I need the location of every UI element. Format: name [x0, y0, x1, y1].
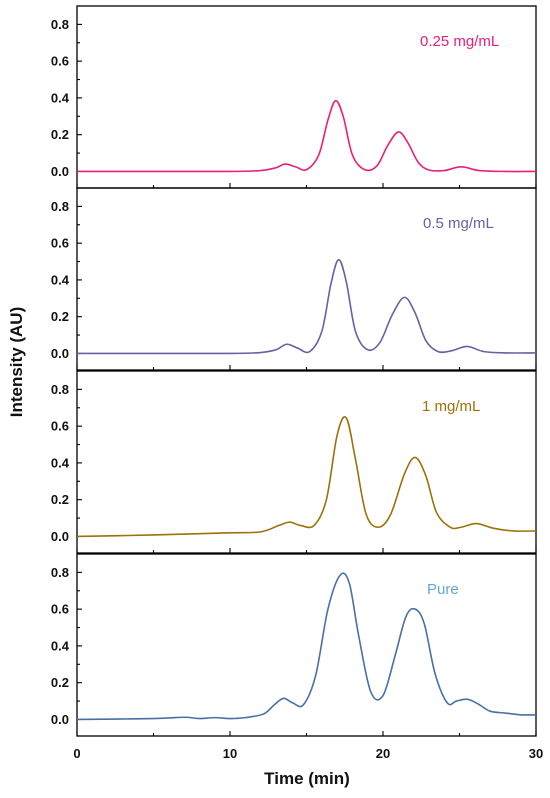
y-axis-title: Intensity (AU) [7, 307, 26, 418]
y-tick-label: 0.2 [51, 675, 69, 690]
series-label: 1 mg/mL [422, 398, 480, 415]
y-tick-label: 0.0 [51, 164, 69, 179]
x-tick-label: 30 [529, 746, 543, 761]
panel-1: 0.0 0.2 0.4 0.6 0.8 0.25 mg/mL [51, 5, 537, 189]
panel-frame [76, 553, 537, 737]
y-tick-label: 0.6 [51, 236, 69, 251]
series-label: 0.25 mg/mL [420, 33, 499, 50]
y-tick-label: 0.8 [51, 199, 69, 214]
x-tick-label: 20 [376, 746, 390, 761]
y-tick-label: 0.8 [51, 565, 69, 580]
y-tick-label: 0.8 [51, 17, 69, 32]
y-tick-label: 0.8 [51, 382, 69, 397]
y-tick-label: 0.2 [51, 127, 69, 142]
y-tick-label: 0.2 [51, 492, 69, 507]
y-tick-label: 0.2 [51, 309, 69, 324]
x-tick-label: 10 [223, 746, 237, 761]
y-tick-label: 0.4 [51, 455, 70, 470]
y-tick-label: 0.6 [51, 54, 69, 69]
y-tick-label: 0.0 [51, 529, 69, 544]
x-axis-title: Time (min) [264, 769, 350, 788]
y-tick-label: 0.4 [51, 638, 70, 653]
series-line [76, 572, 537, 721]
panel-4: 0.0 0.2 0.4 0.6 0.8 Pure [51, 553, 537, 737]
series-label: 0.5 mg/mL [423, 215, 494, 232]
y-tick-label: 0.4 [51, 90, 70, 105]
y-tick-label: 0.6 [51, 602, 69, 617]
panel-2: 0.0 0.2 0.4 0.6 0.8 0.5 mg/mL [51, 187, 537, 371]
series-line [76, 99, 537, 173]
series-line [76, 258, 537, 355]
x-tick-label: 0 [73, 746, 80, 761]
panel-3: 0.0 0.2 0.4 0.6 0.8 1 mg/mL [51, 370, 537, 554]
y-tick-label: 0.4 [51, 272, 70, 287]
series-label: Pure [427, 581, 459, 598]
series-line [76, 416, 537, 538]
y-tick-label: 0.6 [51, 419, 69, 434]
y-tick-label: 0.0 [51, 712, 69, 727]
panels: 0.0 0.2 0.4 0.6 0.8 0.25 mg/mL 0.0 0.2 0.4 0.6 0.8… [51, 5, 537, 737]
x-axis: 0 10 20 30 [73, 746, 543, 761]
y-tick-label: 0.0 [51, 346, 69, 361]
